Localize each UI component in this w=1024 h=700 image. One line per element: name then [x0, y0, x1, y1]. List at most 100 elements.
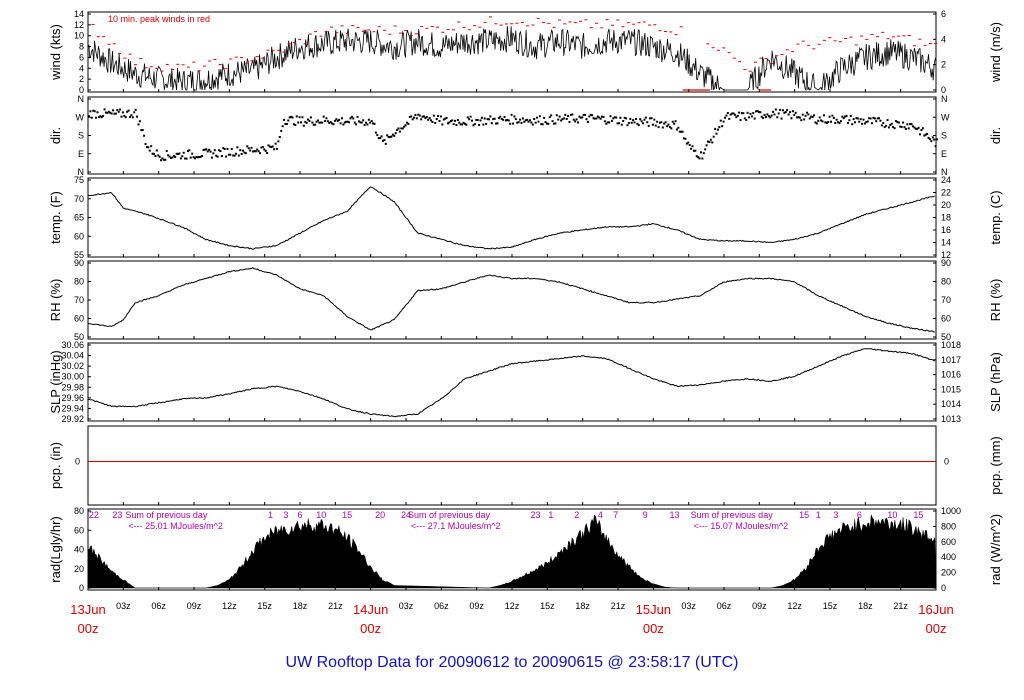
dir-point: [592, 117, 595, 120]
dir-point: [627, 121, 630, 124]
dir-point: [805, 111, 808, 114]
dir-point: [403, 125, 406, 128]
rad-hour-label: 22: [89, 510, 99, 520]
dir-point: [673, 122, 676, 125]
ytick-right: 6: [941, 9, 946, 19]
dir-point: [629, 117, 632, 120]
dir-point: [878, 117, 881, 120]
ytick-left: 30.06: [61, 340, 84, 350]
dir-point: [277, 140, 280, 143]
dir-point: [191, 152, 194, 155]
dir-point: [735, 116, 738, 119]
ytick-right: 50: [941, 332, 951, 342]
wind-annotation: 10 min. peak winds in red: [108, 14, 210, 24]
dir-point: [695, 155, 698, 158]
dir-point: [844, 115, 847, 118]
dir-point: [595, 117, 598, 120]
dir-point: [586, 120, 589, 123]
dir-point: [438, 120, 441, 123]
dir-point: [145, 146, 148, 149]
dir-point: [675, 128, 678, 131]
dir-point: [236, 146, 239, 149]
dir-point: [461, 123, 464, 126]
dir-point: [886, 119, 889, 122]
dir-point: [212, 152, 215, 155]
dir-point: [753, 117, 756, 120]
rad-hour-label: 10: [316, 510, 326, 520]
panel-temp-frame: [87, 177, 937, 258]
ytick-left: 70: [74, 194, 84, 204]
dir-point: [626, 124, 629, 127]
dir-point: [890, 122, 893, 125]
dir-point: [821, 120, 824, 123]
dir-point: [294, 124, 297, 127]
dir-point: [188, 149, 191, 152]
dir-point: [223, 147, 226, 150]
dir-point: [261, 145, 264, 148]
dir-point: [499, 115, 502, 118]
dir-point: [702, 152, 705, 155]
ytick-left: N: [78, 94, 85, 104]
dir-point: [489, 115, 492, 118]
dir-point: [119, 108, 122, 111]
dir-point: [469, 115, 472, 118]
dir-point: [625, 117, 628, 120]
x-major-hour: 00z: [926, 621, 947, 636]
dir-point: [670, 127, 673, 130]
dir-point: [540, 123, 543, 126]
dir-point: [485, 122, 488, 125]
dir-point: [92, 109, 95, 112]
dir-point: [490, 122, 493, 125]
ytick-right: 0: [941, 85, 946, 95]
dir-point: [644, 116, 647, 119]
rad-hour-label: 3: [833, 510, 838, 520]
dir-point: [865, 120, 868, 123]
rad-hour-label: 7: [613, 510, 618, 520]
dir-point: [348, 121, 351, 124]
dir-point: [827, 121, 830, 124]
dir-point: [158, 155, 161, 158]
dir-point: [588, 115, 591, 118]
dir-point: [331, 122, 334, 125]
ytick-right: 80: [941, 277, 951, 287]
dir-point: [897, 121, 900, 124]
dir-point: [569, 113, 572, 116]
dir-point: [424, 117, 427, 120]
dir-point: [179, 157, 182, 160]
ytick-right: 0: [941, 583, 946, 593]
dir-point: [934, 145, 937, 148]
dir-point: [920, 129, 923, 132]
dir-point: [861, 122, 864, 125]
dir-point: [560, 119, 563, 122]
dir-point: [612, 117, 615, 120]
dir-point: [240, 152, 243, 155]
dir-point: [663, 122, 666, 125]
dir-point: [667, 123, 670, 126]
dir-point: [90, 116, 93, 119]
dir-point: [138, 120, 141, 123]
x-tick-label: 06z: [717, 601, 732, 611]
ytick-left: 20: [74, 564, 84, 574]
dir-point: [441, 123, 444, 126]
dir-point: [789, 111, 792, 114]
ytick-left: 70: [74, 295, 84, 305]
dir-point: [526, 118, 529, 121]
x-major-date: 16Jun: [918, 602, 953, 617]
dir-point: [835, 118, 838, 121]
dir-point: [514, 118, 517, 121]
ytick-right: 1018: [941, 340, 961, 350]
dir-point: [506, 118, 509, 121]
ytick-right: 22: [941, 188, 951, 198]
dir-point: [321, 121, 324, 124]
dir-point: [536, 116, 539, 119]
ytick-right: 1013: [941, 414, 961, 424]
dir-point: [852, 118, 855, 121]
ytick-left: 60: [74, 231, 84, 241]
dir-point: [691, 145, 694, 148]
dir-point: [264, 149, 267, 152]
dir-point: [136, 115, 139, 118]
x-tick-label: 21z: [893, 601, 908, 611]
dir-point: [671, 120, 674, 123]
dir-point: [613, 116, 616, 119]
rad-sum-label: Sum of previous day: [125, 510, 208, 520]
